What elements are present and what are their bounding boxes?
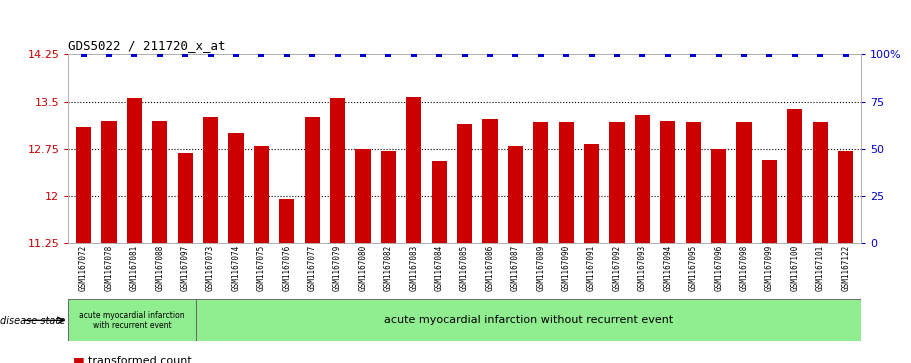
Point [584, 52, 599, 57]
Point [711, 52, 726, 57]
Point [635, 52, 650, 57]
Point [178, 52, 192, 57]
Bar [178, 153, 193, 243]
Text: transformed count: transformed count [88, 356, 192, 363]
Bar [711, 149, 726, 243]
Bar [609, 122, 625, 243]
Bar [813, 122, 828, 243]
Point [508, 52, 523, 57]
Bar [483, 119, 497, 243]
Point [534, 52, 548, 57]
Point [152, 52, 167, 57]
Bar [457, 124, 472, 243]
Bar [736, 122, 752, 243]
Bar [507, 146, 523, 243]
Point [280, 52, 294, 57]
Point [229, 52, 243, 57]
Bar [584, 144, 599, 243]
Text: acute myocardial infarction without recurrent event: acute myocardial infarction without recu… [384, 315, 673, 325]
Bar [101, 121, 117, 243]
Bar [762, 159, 777, 243]
Bar [660, 121, 675, 243]
Point [203, 52, 218, 57]
Bar [787, 109, 803, 243]
Point [763, 52, 777, 57]
Point [457, 52, 472, 57]
Bar [279, 199, 294, 243]
Bar [432, 162, 446, 243]
Point [77, 52, 91, 57]
Bar [196, 299, 861, 341]
Point [788, 52, 803, 57]
Bar [229, 133, 243, 243]
Text: disease state: disease state [0, 315, 66, 326]
Bar [304, 117, 320, 243]
Point [406, 52, 421, 57]
Point [381, 52, 395, 57]
Bar [127, 98, 142, 243]
Bar [533, 122, 548, 243]
Bar [68, 299, 196, 341]
Point [331, 52, 345, 57]
Bar [355, 149, 371, 243]
Text: GDS5022 / 211720_x_at: GDS5022 / 211720_x_at [68, 39, 226, 52]
Point [559, 52, 574, 57]
Point [737, 52, 752, 57]
Bar [838, 151, 854, 243]
Point [355, 52, 370, 57]
Bar [203, 117, 219, 243]
Point [432, 52, 446, 57]
Text: ■: ■ [73, 355, 85, 363]
Bar [635, 115, 650, 243]
Point [609, 52, 624, 57]
Bar [152, 121, 168, 243]
Point [254, 52, 269, 57]
Point [813, 52, 827, 57]
Point [686, 52, 701, 57]
Bar [330, 98, 345, 243]
Point [660, 52, 675, 57]
Point [483, 52, 497, 57]
Bar [254, 146, 269, 243]
Bar [406, 97, 422, 243]
Bar [686, 122, 701, 243]
Bar [381, 151, 396, 243]
Point [102, 52, 117, 57]
Point [305, 52, 320, 57]
Point [838, 52, 853, 57]
Bar [558, 122, 574, 243]
Bar [76, 127, 91, 243]
Point [128, 52, 142, 57]
Text: acute myocardial infarction
with recurrent event: acute myocardial infarction with recurre… [79, 311, 185, 330]
